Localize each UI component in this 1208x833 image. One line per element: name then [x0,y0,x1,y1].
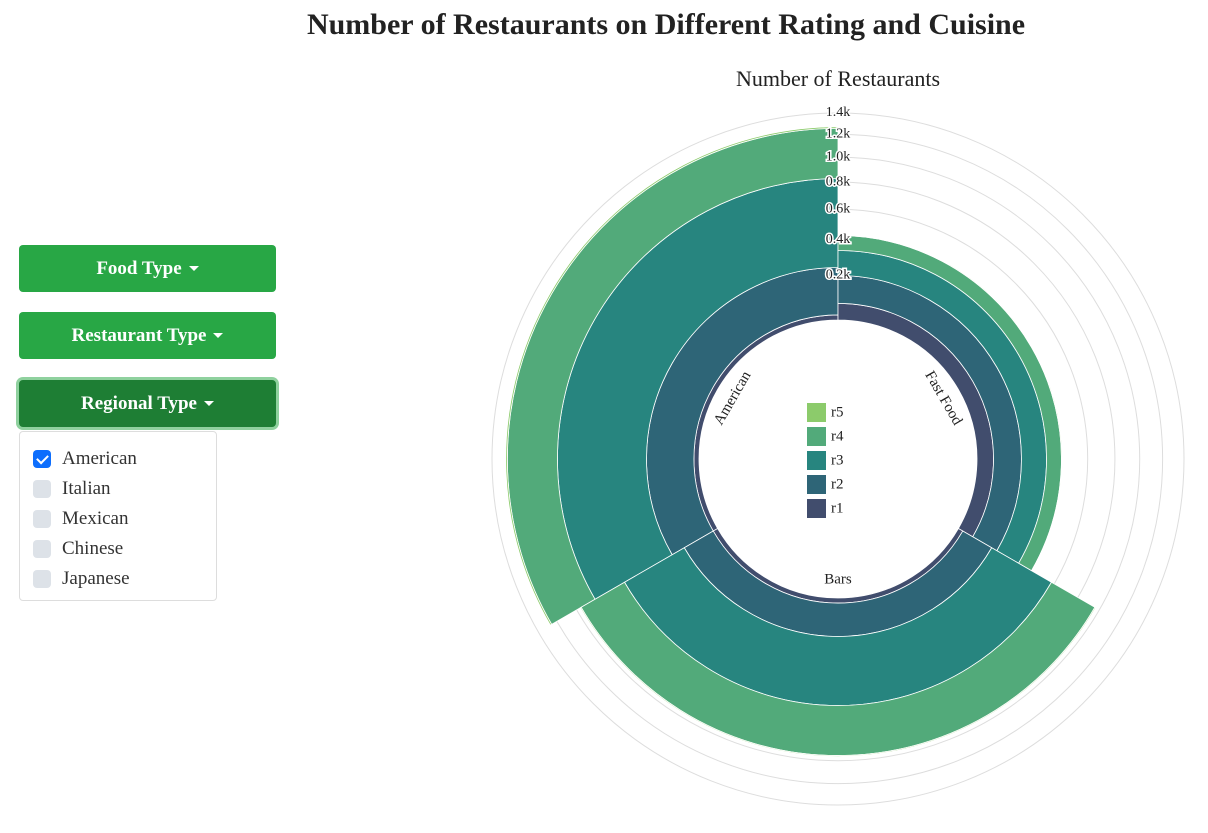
legend-label: r2 [831,476,844,492]
legend-swatch [807,499,826,518]
checkbox-option[interactable]: American [20,444,216,474]
legend-label: r5 [831,404,844,420]
bar-segment [505,126,839,626]
legend-label: r3 [831,452,844,468]
checkbox[interactable] [33,480,51,498]
category-label: Bars [824,571,852,587]
legend-swatch [807,427,826,446]
legend-label: r4 [831,428,844,444]
checkbox[interactable] [33,570,51,588]
checkbox-option[interactable]: Japanese [20,564,216,594]
radial-tick-label: 1.4k [826,105,851,120]
dropdown-button[interactable]: Regional Type [19,380,276,427]
dropdown-button[interactable]: Restaurant Type [19,312,276,359]
option-label: Chinese [62,538,124,559]
legend-swatch [807,475,826,494]
dropdown-button[interactable]: Food Type [19,245,276,292]
checkbox-option[interactable]: Italian [20,474,216,504]
radial-tick-label: 0.2k [826,268,851,283]
option-label: Italian [62,478,111,499]
checkbox[interactable] [33,510,51,528]
legend-swatch [807,451,826,470]
legend-swatch [807,403,826,422]
chart-title: Number of Restaurants [736,66,940,91]
bar-segment [579,606,1097,757]
option-label: American [62,448,137,469]
radial-tick-label: 1.0k [826,150,851,165]
option-label: Japanese [62,568,130,589]
page-title: Number of Restaurants on Different Ratin… [307,8,1025,41]
checkbox[interactable] [33,450,51,468]
radial-tick-label: 0.4k [826,232,851,247]
checkbox-option[interactable]: Mexican [20,504,216,534]
radial-tick-label: 0.6k [826,202,851,217]
legend-label: r1 [831,500,844,516]
grid-circle [491,112,1185,806]
dropdown-menu: American Italian Mexican Chinese Japanese [19,431,217,601]
checkbox-option[interactable]: Chinese [20,534,216,564]
checkbox[interactable] [33,540,51,558]
radial-tick-label: 0.8k [826,174,851,189]
radial-tick-label: 1.2k [826,127,851,142]
option-label: Mexican [62,508,129,529]
